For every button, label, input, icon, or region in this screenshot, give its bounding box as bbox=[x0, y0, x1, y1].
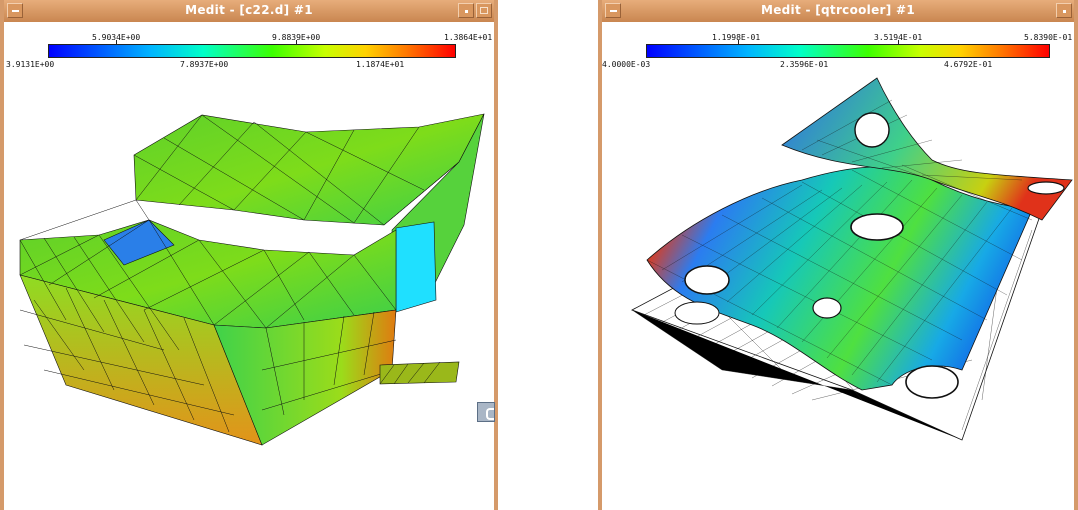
menu-button[interactable] bbox=[1056, 3, 1072, 18]
partial-button[interactable] bbox=[477, 402, 495, 422]
window-title: Medit - [qtrcooler] #1 bbox=[760, 3, 916, 17]
title-bar[interactable]: Medit - [qtrcooler] #1 bbox=[602, 0, 1074, 22]
menu-dot-icon bbox=[1063, 10, 1066, 13]
mesh-face-front-right bbox=[213, 309, 397, 446]
minimize-button[interactable] bbox=[605, 3, 621, 18]
color-scale-bar bbox=[48, 44, 456, 58]
hole-2 bbox=[674, 301, 720, 325]
scale-tick bbox=[738, 40, 739, 45]
hole-6 bbox=[1027, 181, 1065, 195]
minimize-icon bbox=[12, 10, 19, 12]
minimize-icon bbox=[610, 10, 617, 12]
scale-label-top-1: 1.1998E-01 bbox=[712, 33, 761, 42]
scale-label-top-1: 5.9034E+00 bbox=[92, 33, 141, 42]
scale-label-bottom-2: 2.3596E-01 bbox=[780, 60, 829, 69]
title-bar[interactable]: Medit - [c22.d] #1 bbox=[4, 0, 494, 22]
hole-3 bbox=[812, 297, 842, 319]
scale-tick bbox=[898, 40, 899, 45]
medit-window-c22: Medit - [c22.d] #1 5.9034E+00 9.8839E+00… bbox=[0, 0, 498, 510]
hole-7 bbox=[905, 365, 959, 399]
window-title: Medit - [c22.d] #1 bbox=[185, 3, 313, 17]
hole-5 bbox=[854, 112, 890, 148]
minimize-button[interactable] bbox=[7, 3, 23, 18]
scale-label-top-2: 3.5194E-01 bbox=[874, 33, 923, 42]
scale-label-bottom-3: 4.6792E-01 bbox=[944, 60, 993, 69]
scale-label-top-3: 5.8390E-01 bbox=[1024, 33, 1073, 42]
scale-label-bottom-3: 1.1874E+01 bbox=[356, 60, 405, 69]
scale-label-top-3: 1.3864E+01 bbox=[444, 33, 493, 42]
hole-1 bbox=[684, 265, 730, 295]
scale-label-bottom-1: 3.9131E+00 bbox=[6, 60, 55, 69]
mesh-view-c22[interactable] bbox=[4, 70, 494, 510]
color-scale-bar bbox=[646, 44, 1050, 58]
medit-window-qtrcooler: Medit - [qtrcooler] #1 1.1998E-01 3.5194… bbox=[598, 0, 1078, 510]
mesh-view-qtrcooler[interactable] bbox=[602, 70, 1074, 510]
mesh-fragment bbox=[379, 361, 460, 385]
upper-surface bbox=[781, 77, 1073, 221]
scale-label-bottom-1: 4.0000E-03 bbox=[602, 60, 651, 69]
scale-label-top-2: 9.8839E+00 bbox=[272, 33, 321, 42]
scale-label-bottom-2: 7.8937E+00 bbox=[180, 60, 229, 69]
mesh-edges bbox=[19, 114, 460, 433]
menu-dot-icon bbox=[465, 10, 468, 13]
mesh-face-blue-patch bbox=[103, 219, 175, 266]
maximize-icon bbox=[480, 7, 488, 14]
mesh-face-cyan bbox=[395, 221, 437, 313]
hole-4 bbox=[850, 213, 904, 241]
scale-tick bbox=[116, 40, 117, 45]
maximize-button[interactable] bbox=[476, 3, 492, 18]
menu-button[interactable] bbox=[458, 3, 474, 18]
scale-tick bbox=[296, 40, 297, 45]
